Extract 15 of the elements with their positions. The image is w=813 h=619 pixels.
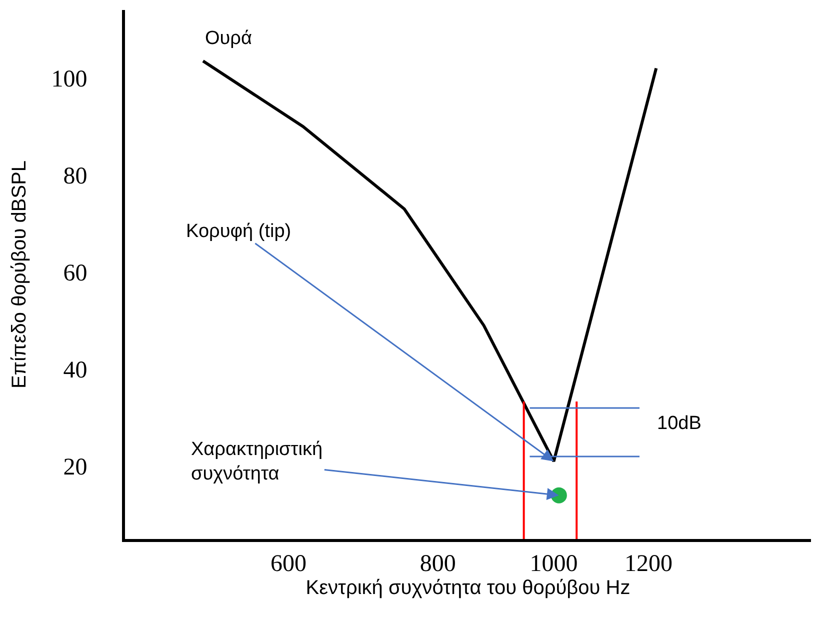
x-axis-title: Κεντρική συχνότητα του θορύβου Hz — [306, 576, 630, 599]
y-tick-label: 20 — [63, 454, 88, 481]
y-axis-title: Επίπεδο θορύβου dBSPL — [8, 160, 31, 389]
y-tick-label: 80 — [63, 163, 88, 190]
x-tick-label: 600 — [270, 550, 306, 577]
y-tick-label: 40 — [63, 358, 88, 384]
x-tick-label: 800 — [420, 550, 456, 577]
annotation: Χαρακτηριστική συχνότητα — [191, 439, 323, 485]
annotation: Κορυφή (tip) — [186, 221, 292, 242]
annotation: 10dB — [657, 413, 702, 434]
y-tick-label: 60 — [63, 260, 88, 286]
x-tick-label: 1000 — [530, 550, 578, 577]
y-tick-label: 100 — [51, 66, 88, 92]
x-tick-label: 1200 — [624, 550, 672, 577]
annotation: Ουρά — [205, 28, 252, 49]
